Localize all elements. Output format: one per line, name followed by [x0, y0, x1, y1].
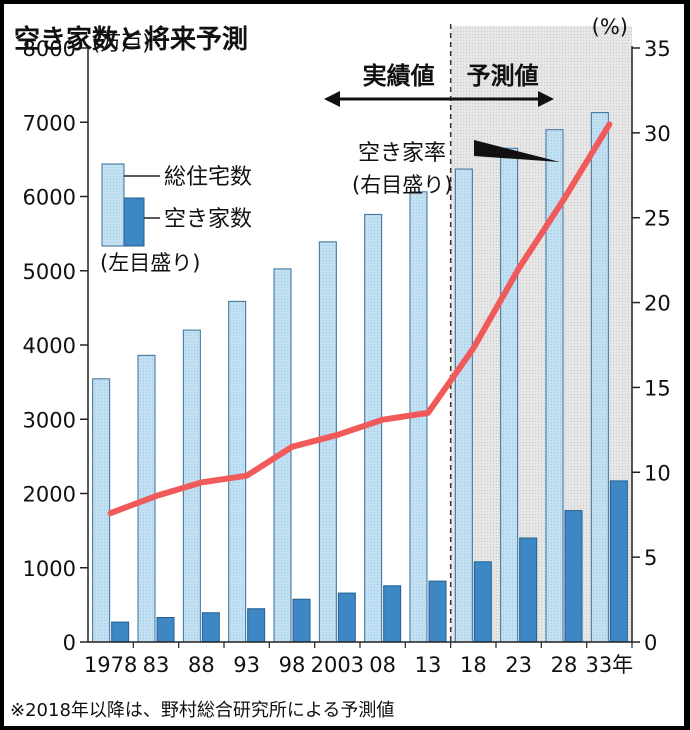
- left-tick-label: 4000: [23, 334, 76, 358]
- x-tick-label: 18: [460, 653, 487, 677]
- legend-total-label: 総住宅数: [164, 165, 252, 190]
- right-tick-label: 25: [644, 207, 671, 231]
- x-tick-label: 88: [188, 653, 215, 677]
- right-tick-label: 35: [644, 37, 671, 61]
- left-tick-label: 7000: [23, 111, 76, 135]
- right-tick-label: 0: [644, 631, 657, 655]
- phase-forecast-label: 予測値: [467, 62, 539, 90]
- bar-vacant-28: [564, 510, 583, 643]
- right-axis-unit: (%): [592, 15, 628, 39]
- legend-right-note: (右目盛り): [352, 173, 452, 197]
- legend-vacant-label: 空き家数: [164, 207, 252, 232]
- rate-line: [107, 121, 613, 517]
- footnote: ※2018年以降は、野村総合研究所による予測値: [10, 700, 394, 721]
- left-tick-label: 1000: [23, 557, 76, 581]
- x-tick-label: 28: [551, 653, 578, 677]
- left-tick-label: 3000: [23, 408, 76, 432]
- legend-vacant-swatch: [123, 197, 145, 247]
- right-tick-label: 15: [644, 376, 671, 400]
- bar-vacant-2003: [337, 592, 356, 643]
- vacant-house-chart: 0 1000 2000 3000 4000 5000 6000 7000 8000 0 5 10 15 2…: [10, 15, 671, 721]
- rate-pointer-wedge: [474, 140, 560, 162]
- legend-left-note: (左目盛り): [100, 251, 200, 275]
- legend-rate-label: 空き家率: [358, 141, 446, 166]
- bar-total-08: [364, 213, 383, 643]
- bar-vacant-33年: [609, 480, 628, 643]
- x-tick-label: 98: [279, 653, 306, 677]
- x-tick-label: 23: [505, 653, 532, 677]
- legend-total-swatch: [101, 163, 125, 247]
- bar-vacant-23: [519, 537, 538, 643]
- x-tick-label: 93: [233, 653, 260, 677]
- left-axis-unit: (万戸): [92, 31, 150, 55]
- x-tick-label: 33年: [585, 653, 633, 677]
- right-tick-label: 5: [644, 546, 657, 570]
- bar-total-93: [228, 300, 247, 643]
- right-tick-label: 20: [644, 292, 671, 316]
- x-tick-label: 13: [415, 653, 442, 677]
- left-tick-label: 6000: [23, 186, 76, 210]
- bar-total-18: [454, 168, 473, 643]
- bar-vacant-93: [247, 608, 266, 643]
- right-tick-label: 30: [644, 122, 671, 146]
- bar-vacant-98: [292, 598, 311, 643]
- phase-arrow-right-head: [538, 91, 554, 107]
- x-tick-label: 08: [369, 653, 396, 677]
- bar-total-23: [500, 147, 519, 643]
- chart-title: 空き家数と将来予測: [14, 24, 248, 55]
- bar-vacant-88: [201, 612, 220, 643]
- chart-panel: 0 1000 2000 3000 4000 5000 6000 7000 8000 0 5 10 15 2…: [4, 4, 684, 726]
- right-tick-label: 10: [644, 461, 671, 485]
- phase-actual-label: 実績値: [363, 62, 435, 90]
- bar-total-1978: [92, 378, 111, 643]
- phase-arrow-left-head: [324, 91, 340, 107]
- bar-vacant-13: [428, 580, 447, 643]
- bar-total-33年: [590, 112, 609, 643]
- left-tick-label: 0: [63, 631, 76, 655]
- left-tick-label: 2000: [23, 483, 76, 507]
- left-tick-label: 5000: [23, 260, 76, 284]
- bar-vacant-18: [473, 561, 492, 643]
- left-tick-label: 8000: [23, 37, 76, 61]
- bar-vacant-83: [156, 616, 175, 643]
- x-tick-label: 1978: [84, 653, 137, 677]
- x-tick-label: 2003: [311, 653, 364, 677]
- x-tick-label: 83: [143, 653, 170, 677]
- bar-vacant-08: [383, 585, 402, 643]
- bar-vacant-1978: [111, 621, 130, 643]
